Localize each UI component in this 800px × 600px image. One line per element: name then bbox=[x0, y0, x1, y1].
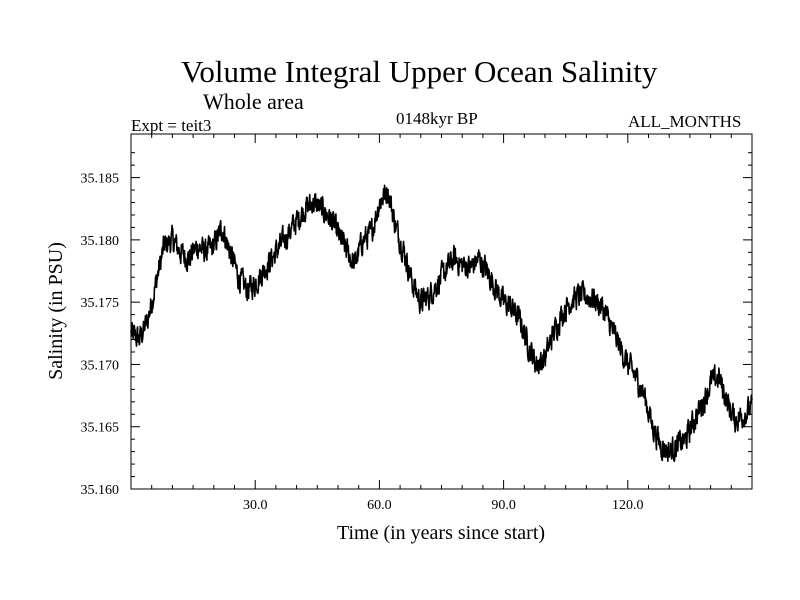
y-tick-label: 35.185 bbox=[81, 172, 120, 187]
x-tick-label: 30.0 bbox=[243, 498, 268, 513]
y-tick-label: 35.170 bbox=[81, 358, 120, 373]
y-tick-label: 35.180 bbox=[81, 234, 120, 249]
y-axis-label: Salinity (in PSU) bbox=[45, 242, 67, 380]
experiment-label: Expt = teit3 bbox=[131, 116, 212, 135]
months-label: ALL_MONTHS bbox=[628, 112, 742, 131]
salinity-series-line bbox=[130, 184, 753, 462]
axis-tick-labels: 30.0 60.0 90.0 120.0 35.160 35.165 35.170 35.17… bbox=[81, 172, 644, 513]
x-axis-label: Time (in years since start) bbox=[337, 522, 545, 544]
chart-title: Volume Integral Upper Ocean Salinity bbox=[181, 54, 658, 89]
period-label: 0148kyr BP bbox=[396, 109, 478, 128]
y-tick-label: 35.160 bbox=[81, 483, 120, 498]
y-tick-label: 35.165 bbox=[81, 421, 120, 436]
x-tick-label: 120.0 bbox=[612, 498, 644, 513]
y-tick-label: 35.175 bbox=[81, 296, 120, 311]
x-tick-label: 60.0 bbox=[367, 498, 392, 513]
chart-subtitle: Whole area bbox=[203, 89, 304, 114]
series-group bbox=[130, 184, 753, 462]
x-tick-label: 90.0 bbox=[491, 498, 516, 513]
